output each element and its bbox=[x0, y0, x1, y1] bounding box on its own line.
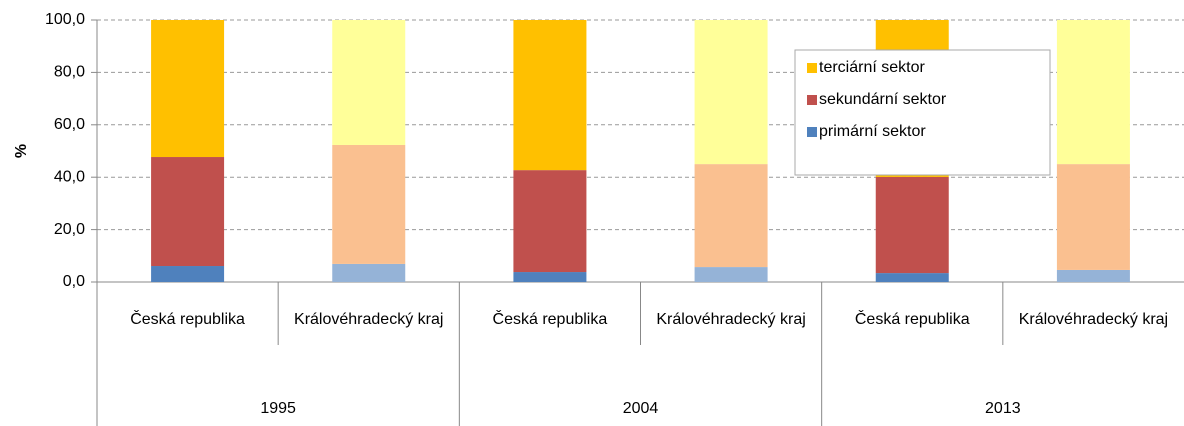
bar-segment bbox=[694, 267, 768, 282]
legend-swatch bbox=[807, 95, 817, 105]
legend-label: primární sektor bbox=[819, 123, 926, 140]
bar-segment bbox=[694, 164, 768, 268]
bar-segment bbox=[1056, 164, 1130, 270]
y-tick-label: 60,0 bbox=[54, 116, 85, 133]
y-tick-label: 0,0 bbox=[63, 273, 85, 290]
bar-segment bbox=[694, 20, 768, 165]
legend-swatch bbox=[807, 127, 817, 137]
x-tick-label: Česká republika bbox=[492, 311, 608, 328]
bar-segment bbox=[1056, 20, 1130, 165]
group-label: 2004 bbox=[622, 400, 659, 417]
group-label: 1995 bbox=[260, 400, 296, 417]
bar-segment bbox=[151, 266, 225, 282]
legend-label: sekundární sektor bbox=[819, 91, 947, 108]
bar-segment bbox=[332, 144, 406, 264]
y-tick-label: 100,0 bbox=[45, 11, 85, 28]
x-tick-label: Česká republika bbox=[130, 311, 245, 328]
y-tick-label: 20,0 bbox=[54, 221, 85, 238]
bar-segment bbox=[151, 157, 225, 267]
legend-box bbox=[794, 49, 1051, 176]
group-label: 2013 bbox=[985, 400, 1021, 417]
y-tick-label: 80,0 bbox=[54, 64, 85, 81]
x-tick-label: Česká republika bbox=[854, 311, 970, 328]
legend-swatch bbox=[807, 63, 817, 73]
x-tick-label: Královéhradecký kraj bbox=[294, 311, 444, 328]
y-tick-label: 40,0 bbox=[54, 168, 85, 185]
bar-segment bbox=[1056, 269, 1130, 282]
bar-segment bbox=[875, 176, 949, 274]
bar-segment bbox=[332, 20, 406, 145]
bar-segment bbox=[513, 272, 587, 282]
bar-segment bbox=[513, 170, 587, 273]
x-tick-label: Královéhradecký kraj bbox=[1018, 311, 1169, 328]
bar-segment bbox=[513, 20, 587, 171]
bar-segment bbox=[875, 273, 949, 282]
bar-segment bbox=[151, 20, 225, 158]
y-axis-label: % bbox=[13, 144, 30, 158]
x-tick-label: Královéhradecký kraj bbox=[656, 311, 806, 328]
bar-segment bbox=[332, 263, 406, 282]
legend-label: terciární sektor bbox=[819, 59, 925, 76]
